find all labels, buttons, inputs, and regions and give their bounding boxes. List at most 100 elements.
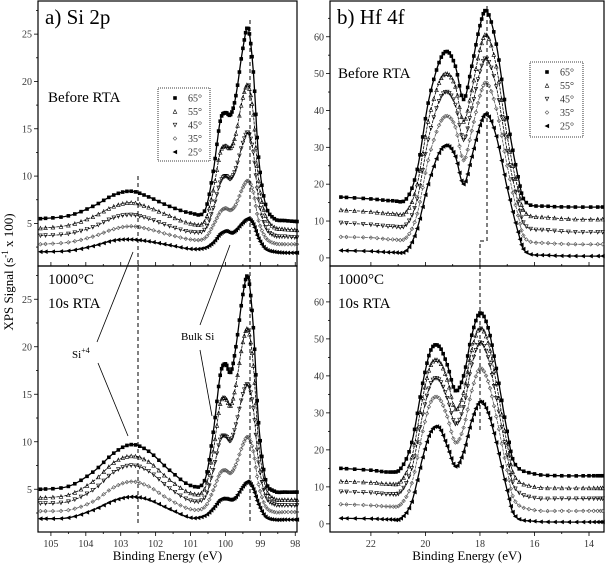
marker-tri-up (552, 215, 557, 221)
marker-diamond (233, 462, 239, 467)
marker-tri-down (279, 503, 285, 508)
marker-diamond (538, 508, 543, 514)
marker-tri-down (223, 433, 228, 439)
marker-tri-up (90, 214, 96, 219)
marker-tri-left (438, 428, 444, 433)
marker-tri-left (473, 137, 479, 143)
marker-tri-up (420, 151, 425, 156)
marker-tri-down (494, 84, 499, 89)
marker-tri-up (240, 339, 246, 345)
marker-square (120, 190, 125, 194)
marker-tri-left (253, 228, 258, 234)
marker-square (409, 440, 414, 445)
x-tick-label: 16 (529, 539, 539, 550)
marker-tri-up (467, 97, 473, 103)
marker-square (289, 219, 294, 223)
marker-diamond (212, 219, 218, 224)
marker-diamond (515, 213, 521, 218)
marker-tri-left (235, 492, 240, 497)
marker-square (282, 218, 287, 223)
marker-diamond (368, 235, 374, 240)
marker-tri-up (412, 191, 417, 197)
marker-tri-down (111, 470, 117, 475)
marker-tri-up (473, 332, 479, 338)
marker-tri-up (120, 201, 125, 206)
marker-diamond (344, 502, 349, 507)
marker-tri-left (294, 250, 300, 256)
marker-tri-down (394, 224, 400, 230)
marker-tri-left (111, 498, 116, 503)
marker-tri-left (133, 494, 138, 500)
marker-square (43, 487, 48, 491)
marker-tri-left (133, 237, 138, 243)
marker-square (429, 88, 433, 93)
marker-square (73, 212, 77, 216)
marker-diamond (473, 109, 479, 115)
marker-square (507, 440, 511, 445)
condition-label: 10s RTA (338, 296, 391, 312)
marker-tri-down (449, 411, 454, 416)
marker-square (239, 57, 244, 61)
marker-tri-down (195, 499, 201, 505)
marker-tri-up (398, 478, 404, 484)
marker-diamond (207, 230, 212, 235)
marker-tri-down (151, 218, 156, 223)
x-tick-label: 20 (420, 539, 430, 550)
marker-tri-left (496, 451, 502, 456)
marker-tri-down (238, 146, 244, 152)
marker-tri-down (263, 225, 268, 230)
marker-tri-down (58, 500, 64, 506)
marker-tri-left (552, 253, 557, 258)
marker-tri-up (422, 384, 428, 390)
marker-tri-up (116, 457, 121, 462)
marker-square (375, 197, 379, 202)
marker-tri-left (257, 239, 263, 244)
marker-diamond (499, 133, 504, 138)
svg-text:Bulk Si: Bulk Si (181, 331, 214, 343)
y-tick-label: 20 (314, 445, 324, 456)
marker-diamond (396, 503, 401, 509)
marker-square (482, 314, 486, 319)
marker-square (270, 488, 274, 492)
marker-tri-left (538, 519, 543, 525)
marker-square (295, 490, 299, 494)
marker-tri-up (120, 455, 125, 460)
marker-tri-up (489, 357, 495, 363)
marker-tri-down (409, 213, 415, 218)
marker-diamond (120, 481, 125, 486)
marker-tri-up (390, 481, 396, 487)
marker-tri-up (128, 200, 134, 205)
marker-square (183, 210, 188, 214)
marker-tri-down (212, 460, 218, 465)
marker-diamond (84, 502, 90, 507)
marker-tri-down (204, 490, 210, 496)
marker-square (457, 385, 462, 390)
marker-tri-up (451, 78, 456, 84)
marker-diamond (451, 436, 456, 441)
marker-tri-down (469, 106, 475, 112)
marker-diamond (66, 240, 71, 245)
marker-tri-left (236, 489, 242, 495)
marker-diamond (111, 226, 116, 232)
y-tick-label: 10 (314, 217, 324, 228)
marker-tri-up (455, 406, 460, 411)
marker-tri-up (397, 212, 403, 217)
marker-diamond (379, 503, 384, 509)
marker-tri-left (161, 241, 167, 247)
marker-tri-down (66, 499, 71, 505)
marker-diamond (50, 508, 56, 514)
marker-diamond (591, 508, 596, 514)
marker-tri-up (496, 395, 502, 400)
marker-square (455, 72, 460, 77)
marker-square (521, 196, 526, 201)
marker-tri-down (380, 223, 386, 229)
marker-tri-left (398, 516, 403, 521)
marker-diamond (496, 426, 502, 432)
marker-diamond (502, 455, 507, 461)
marker-diamond (434, 129, 439, 134)
marker-tri-up (521, 207, 526, 212)
marker-diamond (116, 225, 121, 231)
marker-tri-down (586, 496, 592, 502)
marker-tri-left (486, 114, 492, 119)
marker-diamond (447, 114, 452, 120)
